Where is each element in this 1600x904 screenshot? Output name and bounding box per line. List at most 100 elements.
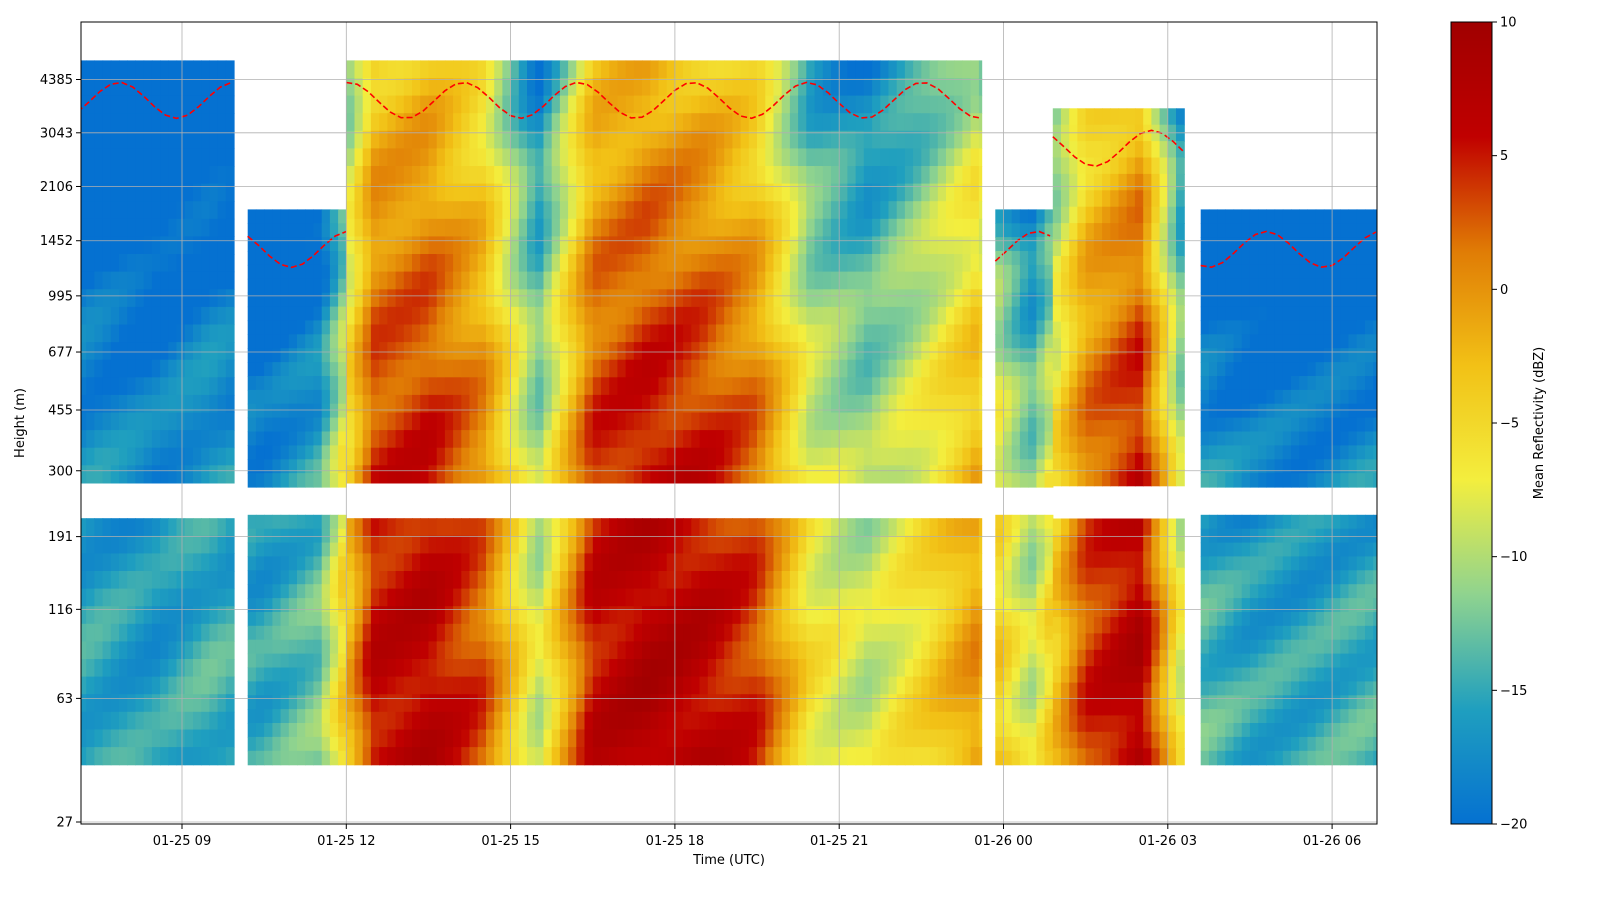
- heatmap-cell: [102, 60, 112, 79]
- heatmap-cell: [839, 78, 848, 97]
- heatmap-cell: [1011, 528, 1021, 544]
- heatmap-cell: [921, 78, 931, 97]
- heatmap-cell: [732, 324, 742, 343]
- heatmap-cell: [806, 201, 816, 220]
- heatmap-cell: [81, 518, 87, 537]
- heatmap-cell: [486, 359, 495, 378]
- heatmap-cell: [1069, 190, 1078, 208]
- heatmap-cell: [674, 342, 684, 361]
- heatmap-cell: [1126, 748, 1136, 766]
- heatmap-cell: [403, 60, 413, 79]
- heatmap-cell: [543, 571, 553, 590]
- heatmap-cell: [403, 588, 413, 607]
- heatmap-cell: [119, 729, 128, 748]
- heatmap-cell: [387, 571, 397, 590]
- heatmap-cell: [94, 711, 104, 730]
- heatmap-cell: [502, 271, 512, 290]
- heatmap-cell: [888, 342, 898, 361]
- heatmap-cell: [995, 612, 1005, 627]
- heatmap-cell: [831, 359, 840, 378]
- heatmap-cell: [888, 324, 898, 343]
- heatmap-cell: [666, 447, 676, 466]
- heatmap-cell: [921, 553, 931, 572]
- heatmap-cell: [929, 518, 939, 537]
- heatmap-cell: [403, 254, 413, 273]
- heatmap-cell: [789, 60, 799, 79]
- heatmap-cell: [995, 598, 1005, 613]
- heatmap-cell: [387, 659, 397, 678]
- heatmap-cell: [831, 588, 840, 607]
- heatmap-cell: [102, 148, 112, 167]
- heatmap-cell: [962, 465, 972, 484]
- heatmap-cell: [535, 148, 544, 167]
- heatmap-cell: [461, 306, 471, 326]
- heatmap-cell: [1028, 612, 1037, 627]
- heatmap-cell: [255, 264, 265, 280]
- heatmap-cell: [518, 236, 528, 255]
- heatmap-cell: [160, 113, 169, 132]
- heatmap-cell: [209, 271, 219, 290]
- heatmap-cell: [1077, 387, 1087, 405]
- heatmap-cell: [921, 623, 931, 642]
- heatmap-cell: [535, 518, 544, 537]
- heatmap-cell: [329, 473, 339, 488]
- heatmap-cell: [798, 78, 807, 97]
- heatmap-cell: [428, 306, 438, 326]
- heatmap-cell: [119, 324, 128, 343]
- heatmap-cell: [387, 518, 397, 537]
- heatmap-cell: [789, 571, 799, 590]
- heatmap-cell: [127, 430, 136, 449]
- heatmap-cell: [395, 148, 405, 167]
- heatmap-cell: [724, 60, 733, 79]
- heatmap-cell: [642, 430, 651, 449]
- heatmap-cell: [929, 412, 939, 431]
- heatmap-cell: [127, 518, 136, 537]
- heatmap-cell: [370, 659, 380, 678]
- heatmap-cell: [1003, 598, 1013, 613]
- heatmap-cell: [247, 445, 257, 460]
- heatmap-cell: [1028, 681, 1037, 696]
- heatmap-cell: [576, 711, 586, 730]
- heatmap-cell: [946, 306, 955, 326]
- heatmap-cell: [666, 201, 676, 220]
- heatmap-cell: [264, 709, 273, 724]
- heatmap-cell: [822, 78, 832, 97]
- heatmap-cell: [568, 394, 577, 414]
- heatmap-cell: [872, 95, 881, 114]
- heatmap-cell: [362, 623, 372, 642]
- heatmap-cell: [518, 218, 528, 237]
- heatmap-cell: [217, 342, 227, 361]
- heatmap-cell: [255, 223, 265, 238]
- heatmap-cell: [160, 729, 169, 748]
- heatmap-cell: [568, 324, 577, 343]
- heatmap-cell: [1028, 209, 1037, 224]
- heatmap-cell: [839, 430, 848, 449]
- heatmap-cell: [732, 694, 742, 713]
- heatmap-cell: [642, 95, 651, 114]
- heatmap-cell: [313, 473, 323, 488]
- heatmap-cell: [354, 342, 364, 361]
- heatmap-cell: [1028, 556, 1037, 571]
- heatmap-cell: [666, 95, 676, 114]
- heatmap-cell: [937, 78, 947, 97]
- heatmap-cell: [683, 359, 692, 378]
- heatmap-cell: [502, 447, 512, 466]
- heatmap-cell: [1085, 584, 1095, 602]
- heatmap-cell: [518, 306, 528, 326]
- heatmap-cell: [551, 113, 561, 132]
- heatmap-cell: [280, 376, 290, 391]
- heatmap-cell: [946, 447, 955, 466]
- heatmap-cell: [1159, 256, 1169, 273]
- heatmap-cell: [1044, 362, 1054, 377]
- heatmap-cell: [362, 148, 372, 167]
- heatmap-cell: [666, 148, 676, 167]
- heatmap-cell: [518, 430, 528, 449]
- heatmap-cell: [822, 271, 832, 290]
- heatmap-cell: [420, 535, 429, 554]
- heatmap-cell: [176, 130, 186, 149]
- heatmap-cell: [781, 271, 791, 290]
- heatmap-cell: [428, 342, 438, 361]
- heatmap-cell: [707, 377, 717, 396]
- heatmap-cell: [1077, 256, 1087, 273]
- heatmap-cell: [502, 254, 512, 273]
